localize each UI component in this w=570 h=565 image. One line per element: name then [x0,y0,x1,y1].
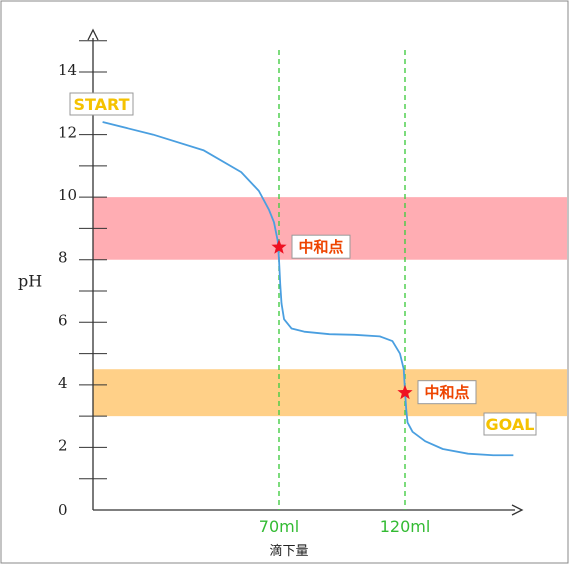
annotation-box-goal [483,412,537,436]
y-tick-label-6: 6 [58,311,68,329]
x-axis-label: 滴下量 [269,543,308,559]
y-tick-label-10: 10 [58,186,77,204]
equivalence-label-box-0 [291,234,351,259]
y-tick-label-4: 4 [58,374,68,392]
y-tick-label-12: 12 [58,124,77,142]
range-band-1 [93,369,567,417]
y-axis-label: pH [18,272,42,291]
equivalence-star-1 [397,384,413,400]
titration-curve [102,121,514,457]
y-tick-label-0: 0 [58,501,68,519]
equivalence-star-0 [271,239,287,254]
annotation-goal: GOAL [486,415,535,434]
y-tick-label-2: 2 [58,436,68,454]
y-tick-label-14: 14 [58,61,77,79]
y-tick-label-8: 8 [58,249,68,267]
annotation-start: START [73,95,129,114]
annotation-box-start [69,92,134,116]
equivalence-label-1: 中和点 [424,384,469,402]
x-axis-arrow [511,504,524,516]
x-tick-label-120ml: 120ml [380,517,431,536]
equivalence-label-0: 中和点 [298,238,343,256]
y-axis-arrow [87,28,99,41]
equivalence-label-box-1 [417,380,477,405]
x-tick-label-70ml: 70ml [259,517,299,536]
